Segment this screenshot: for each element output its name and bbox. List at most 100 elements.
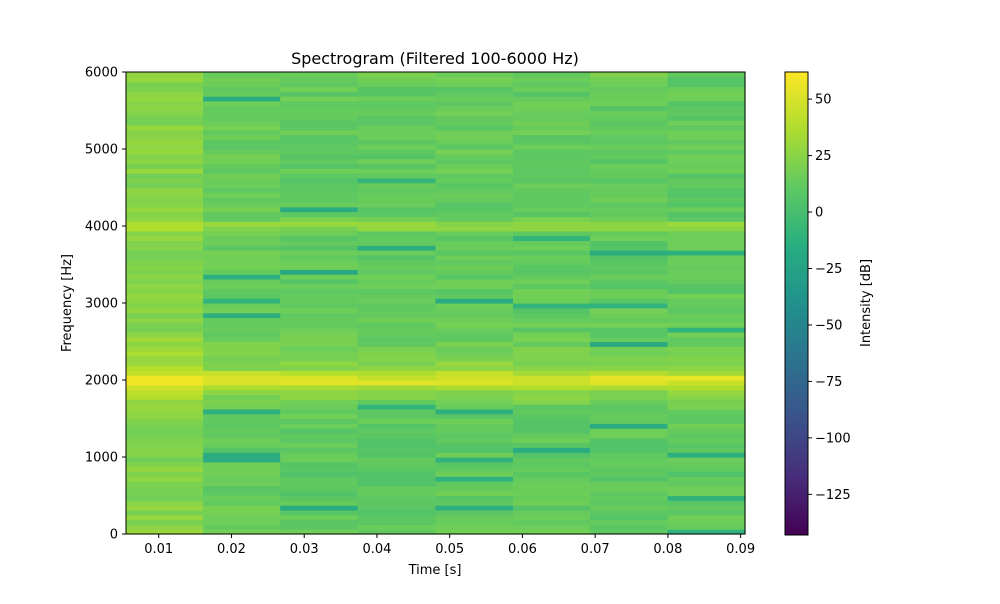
heatmap-cell xyxy=(667,81,746,88)
heatmap-cell xyxy=(435,365,514,371)
heatmap-cell xyxy=(280,158,359,165)
heatmap-cell xyxy=(203,216,281,222)
heatmap-cell xyxy=(590,423,669,429)
heatmap-cell xyxy=(435,153,514,160)
heatmap-cell xyxy=(512,380,591,386)
heatmap-cell xyxy=(126,312,204,319)
heatmap-cell xyxy=(126,394,204,400)
heatmap-cell xyxy=(667,221,746,227)
heatmap-cell xyxy=(435,485,514,492)
heatmap-cell xyxy=(667,360,746,367)
heatmap-cell xyxy=(667,206,746,213)
heatmap-cell xyxy=(126,476,204,482)
heatmap-cell xyxy=(357,120,437,126)
heatmap-cell xyxy=(435,327,514,333)
heatmap-cell xyxy=(435,375,514,381)
heatmap-cell xyxy=(590,105,669,112)
heatmap-cell xyxy=(512,221,591,227)
heatmap-cell xyxy=(435,168,514,174)
heatmap-cell xyxy=(512,288,591,294)
heatmap-cell xyxy=(512,158,591,165)
heatmap-cell xyxy=(667,524,746,530)
heatmap-cell xyxy=(667,250,746,256)
heatmap-cell xyxy=(357,235,437,242)
heatmap-cell xyxy=(590,274,669,280)
heatmap-cell xyxy=(667,149,746,155)
heatmap-cell xyxy=(667,413,746,420)
heatmap-cell xyxy=(435,351,514,357)
heatmap-cell xyxy=(667,370,746,376)
heatmap-cell xyxy=(280,394,359,400)
heatmap-cell xyxy=(357,380,437,386)
heatmap-cell xyxy=(357,457,437,463)
heatmap-cell xyxy=(667,322,746,328)
heatmap-cell xyxy=(126,399,204,405)
heatmap-cell xyxy=(435,250,514,256)
heatmap-cell xyxy=(126,110,204,116)
heatmap-cell xyxy=(590,139,669,145)
heatmap-cell xyxy=(435,447,514,453)
heatmap-cell xyxy=(435,461,514,468)
heatmap-cell xyxy=(280,293,359,299)
heatmap-cell xyxy=(126,264,204,270)
colorbar-tick-label: 25 xyxy=(815,149,832,164)
heatmap-cell xyxy=(203,144,281,150)
heatmap-cell xyxy=(435,428,514,434)
heatmap-cell xyxy=(512,500,591,506)
heatmap-cell xyxy=(590,418,669,424)
heatmap-cell xyxy=(590,346,669,352)
heatmap-cell xyxy=(512,346,591,352)
heatmap-cell xyxy=(203,221,281,227)
heatmap-cell xyxy=(667,274,746,280)
heatmap-cell xyxy=(590,437,669,444)
heatmap-cell xyxy=(203,471,281,477)
heatmap-cell xyxy=(667,153,746,160)
heatmap-cell xyxy=(280,529,359,535)
heatmap-cell xyxy=(512,389,591,396)
heatmap-cell xyxy=(280,380,359,386)
heatmap-cell xyxy=(126,187,204,193)
heatmap-cell xyxy=(280,389,359,396)
heatmap-cell xyxy=(280,312,359,319)
heatmap-cell xyxy=(280,375,359,381)
heatmap-cell xyxy=(126,413,204,420)
heatmap-cell xyxy=(667,177,746,184)
heatmap-cell xyxy=(280,278,359,285)
heatmap-cell xyxy=(512,317,591,323)
heatmap-cell xyxy=(435,331,514,338)
heatmap-cell xyxy=(357,158,437,165)
heatmap-cell xyxy=(512,81,591,88)
heatmap-cell xyxy=(590,134,669,140)
heatmap-cell xyxy=(203,245,281,251)
heatmap-cell xyxy=(512,375,591,381)
heatmap-cell xyxy=(357,96,437,102)
heatmap-cell xyxy=(126,514,204,521)
heatmap-cell xyxy=(667,375,746,381)
heatmap-cell xyxy=(203,100,281,107)
heatmap-cell xyxy=(512,240,591,246)
heatmap-cell xyxy=(435,259,514,266)
chart-title: Spectrogram (Filtered 100-6000 Hz) xyxy=(291,49,579,68)
heatmap-cell xyxy=(203,134,281,140)
heatmap-cell xyxy=(357,399,437,405)
heatmap-cell xyxy=(280,120,359,126)
heatmap-cell xyxy=(357,432,437,439)
heatmap-cell xyxy=(357,307,437,314)
heatmap-cell xyxy=(126,105,204,112)
heatmap-cell xyxy=(357,230,437,237)
heatmap-cell xyxy=(667,158,746,165)
heatmap-cell xyxy=(357,327,437,333)
heatmap-cell xyxy=(590,327,669,333)
heatmap-cell xyxy=(280,437,359,444)
heatmap-cell xyxy=(203,298,281,304)
colorbar-tick-label: −125 xyxy=(815,488,851,503)
heatmap-cell xyxy=(590,524,669,530)
heatmap-cell xyxy=(357,182,437,189)
heatmap-cell xyxy=(357,370,437,376)
heatmap-cell xyxy=(512,307,591,314)
heatmap-cell xyxy=(203,293,281,299)
heatmap-cell xyxy=(667,509,746,516)
heatmap-cell xyxy=(126,351,204,357)
heatmap-cell xyxy=(435,466,514,473)
